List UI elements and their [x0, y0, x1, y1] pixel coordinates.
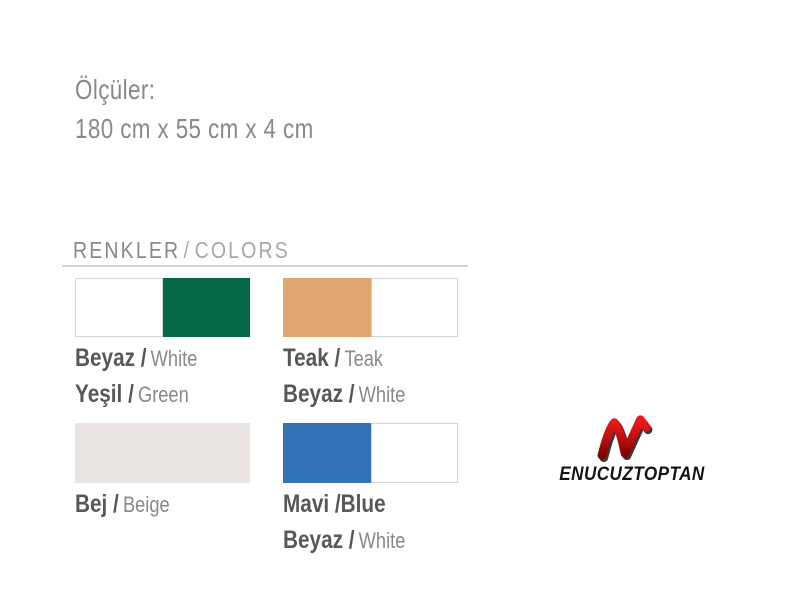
swatch-bej: [75, 423, 250, 483]
colors-title-english: COLORS: [194, 237, 290, 263]
label-line: Beyaz / White: [75, 342, 197, 378]
swatch-label-teak-beyaz: Teak / Teak Beyaz / White: [283, 342, 430, 414]
color-name-english: Teak: [344, 346, 384, 371]
dimensions-value: 180 cm x 55 cm x 4 cm: [75, 113, 314, 144]
color-name-english: Green: [137, 382, 189, 407]
label-line: Beyaz / White: [283, 524, 405, 560]
brand-logo: ENUCUZTOPTAN: [552, 413, 705, 486]
dimensions-label: Ölçüler:: [75, 74, 156, 105]
color-name-turkish: Teak /: [283, 344, 341, 372]
label-line: Yeşil / Green: [75, 378, 197, 414]
color-name-turkish: Beyaz /: [283, 380, 355, 408]
swatch-half-white: [370, 423, 458, 483]
label-line: Mavi /Blue: [283, 488, 405, 524]
swatch-mavi-beyaz: [283, 423, 458, 483]
colors-title-separator: /: [183, 237, 192, 263]
color-name-turkish: Bej /: [75, 490, 119, 518]
brand-name: ENUCUZTOPTAN: [559, 464, 705, 485]
swatch-label-mavi-beyaz: Mavi /Blue Beyaz / White: [283, 488, 430, 560]
color-name-english: White: [150, 346, 198, 371]
swatch-teak-beyaz: [283, 278, 458, 337]
swatch-half-blue: [283, 423, 371, 483]
color-name-turkish: Yeşil /: [75, 380, 134, 408]
dimensions-block: Ölçüler: 180 cm x 55 cm x 4 cm: [75, 70, 373, 148]
swatch-full-beige: [75, 423, 250, 483]
red-ribbon-n-icon: [597, 415, 653, 463]
swatch-half-white: [370, 278, 458, 337]
color-name-turkish: Mavi /Blue: [283, 490, 386, 518]
color-name-english: White: [358, 528, 406, 553]
label-line: Teak / Teak: [283, 342, 405, 378]
swatch-label-bej: Bej / Beige: [75, 488, 189, 524]
swatch-label-beyaz-yesil: Beyaz / White Yeşil / Green: [75, 342, 222, 414]
swatch-half-teak: [283, 278, 371, 337]
section-divider: [62, 265, 468, 267]
color-name-turkish: Beyaz /: [283, 526, 355, 554]
label-line: Beyaz / White: [283, 378, 405, 414]
label-line: Bej / Beige: [75, 488, 170, 524]
swatch-beyaz-yesil: [75, 278, 250, 337]
color-name-english: White: [358, 382, 406, 407]
colors-title-turkish: RENKLER: [73, 237, 181, 263]
swatch-half-green: [162, 278, 250, 337]
swatch-half-white: [75, 278, 163, 337]
color-name-turkish: Beyaz /: [75, 344, 147, 372]
color-name-english: Beige: [122, 492, 170, 517]
colors-section-title: RENKLER / COLORS: [73, 237, 290, 264]
